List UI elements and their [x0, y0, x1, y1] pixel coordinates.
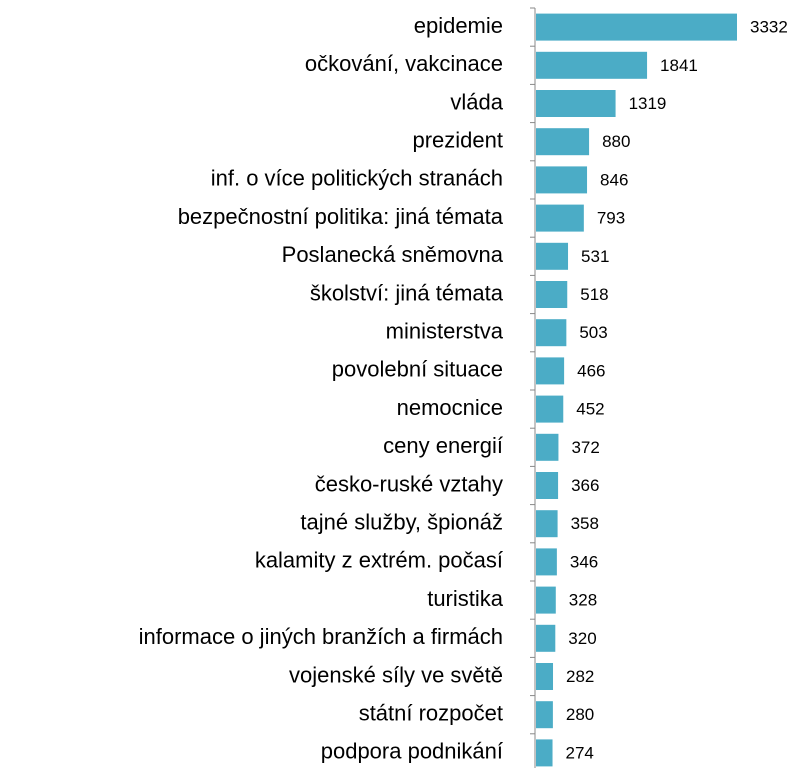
- value-label: 320: [568, 629, 596, 648]
- value-label: 452: [576, 400, 604, 419]
- bar: [536, 13, 737, 41]
- bar: [536, 586, 556, 614]
- bar: [536, 510, 558, 538]
- value-label: 1841: [660, 56, 698, 75]
- category-label: inf. o více politických stranách: [211, 166, 503, 191]
- bar: [536, 281, 568, 308]
- bar: [536, 701, 553, 729]
- bar: [536, 319, 567, 347]
- bar: [536, 204, 584, 232]
- value-label: 3332: [750, 18, 788, 37]
- category-label: epidemie: [414, 13, 503, 38]
- value-label: 1319: [629, 94, 667, 113]
- category-label: státní rozpočet: [359, 701, 503, 726]
- category-label: turistika: [427, 586, 504, 611]
- value-label: 328: [569, 591, 597, 610]
- category-label: povolební situace: [332, 357, 503, 382]
- category-label: prezident: [412, 128, 503, 153]
- value-label: 280: [566, 705, 594, 724]
- category-label: tajné služby, špionáž: [300, 510, 503, 535]
- bar: [536, 624, 556, 652]
- value-label: 366: [571, 476, 599, 495]
- category-label: vojenské síly ve světě: [289, 662, 503, 687]
- value-label: 282: [566, 667, 594, 686]
- bar: [536, 395, 564, 423]
- bar: [536, 433, 559, 461]
- category-label: Poslanecká sněmovna: [282, 242, 504, 267]
- bar: [536, 242, 569, 270]
- bar: [536, 663, 554, 690]
- value-label: 793: [597, 209, 625, 228]
- category-label: očkování, vakcinace: [305, 51, 503, 76]
- value-label: 531: [581, 247, 609, 266]
- category-label: školství: jiná témata: [310, 280, 504, 305]
- value-label: 846: [600, 170, 628, 189]
- value-label: 358: [571, 514, 599, 533]
- category-label: vláda: [450, 89, 503, 114]
- category-label: ceny energií: [383, 433, 503, 458]
- bar: [536, 739, 553, 767]
- value-label: 503: [579, 323, 607, 342]
- bar: [536, 357, 565, 385]
- value-label: 466: [577, 361, 605, 380]
- category-label: česko-ruské vztahy: [315, 471, 503, 496]
- category-label: ministerstva: [386, 319, 504, 344]
- value-label: 880: [602, 132, 630, 151]
- bar: [536, 548, 557, 576]
- category-label: bezpečnostní politika: jiná témata: [178, 204, 504, 229]
- value-label: 346: [570, 552, 598, 571]
- value-label: 518: [580, 285, 608, 304]
- bar: [536, 51, 648, 79]
- bar: [536, 472, 559, 499]
- value-label: 274: [566, 743, 594, 762]
- bar: [536, 128, 590, 156]
- category-label: nemocnice: [397, 395, 503, 420]
- value-label: 372: [571, 438, 599, 457]
- category-label: informace o jiných branžích a firmách: [139, 624, 503, 649]
- bar: [536, 90, 616, 117]
- category-label: podpora podnikání: [321, 739, 503, 764]
- bar: [536, 166, 588, 194]
- category-label: kalamity z extrém. počasí: [255, 548, 503, 573]
